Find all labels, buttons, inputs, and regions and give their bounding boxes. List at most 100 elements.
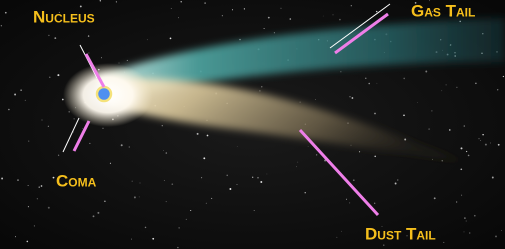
star [129,146,130,147]
coma-label: Coma [56,171,97,190]
star [82,128,83,129]
star [164,180,165,181]
star [88,35,89,36]
star [15,236,16,237]
star [383,245,384,246]
star [5,12,7,14]
star [239,39,240,40]
star [177,247,178,248]
star [53,177,55,179]
star [464,232,465,233]
star [403,78,405,80]
star [207,135,209,137]
star [180,1,181,2]
star [110,163,111,164]
nucleus-label: Nucleus [33,7,95,26]
star [264,28,265,29]
star [377,83,378,84]
star [104,201,106,203]
star [166,152,168,154]
star [257,177,259,179]
star [41,185,43,187]
star [39,187,40,188]
star [395,183,397,185]
star [479,138,480,139]
star [171,8,172,9]
star [305,192,306,193]
star [261,86,262,87]
star [152,238,154,240]
star [28,185,29,186]
star [222,15,223,16]
star [37,198,38,199]
star [134,196,136,198]
star [186,219,187,220]
star [147,39,148,40]
star [368,83,370,85]
star [201,177,202,178]
star [443,242,444,243]
star [446,84,447,85]
nucleus [97,87,111,101]
star [244,8,245,9]
star [259,90,260,91]
star [495,235,497,237]
star [466,220,467,221]
star [172,183,174,185]
star [428,128,429,129]
star [206,203,207,204]
star [48,35,49,36]
star [74,118,75,119]
star [179,227,180,228]
star [25,100,26,101]
star [298,162,299,163]
star [365,78,366,79]
star [461,147,463,149]
star [203,157,205,159]
star [397,179,398,180]
star [337,237,338,238]
star [100,0,101,1]
star [374,203,375,204]
star [162,125,163,126]
star [441,90,442,91]
star [346,199,347,200]
star [145,227,147,229]
star [204,2,205,3]
star [178,17,179,18]
star [469,232,470,233]
star [58,155,59,156]
star [197,133,199,135]
dust-tail-label: Dust Tail [365,224,436,243]
star [351,5,352,6]
star [352,97,354,99]
star [127,60,128,61]
star [323,16,324,17]
star [237,146,238,147]
page: {"labels": {"nucleus": "Nucleus", "coma"… [0,0,505,249]
star [211,198,212,199]
star [232,9,233,10]
star [166,201,167,202]
star [49,77,50,78]
star [163,150,164,151]
star [442,160,443,161]
star [468,155,470,157]
star [431,110,432,111]
star [119,63,120,64]
star [97,212,99,214]
star [289,18,291,20]
star [482,134,483,135]
star [274,32,275,33]
star [466,151,467,152]
star [403,114,405,116]
star [456,201,457,202]
star [254,210,255,211]
star [353,179,355,181]
star [89,143,90,144]
star [102,128,103,129]
star [8,109,10,111]
star [88,53,89,54]
star [349,202,350,203]
star [501,230,502,231]
